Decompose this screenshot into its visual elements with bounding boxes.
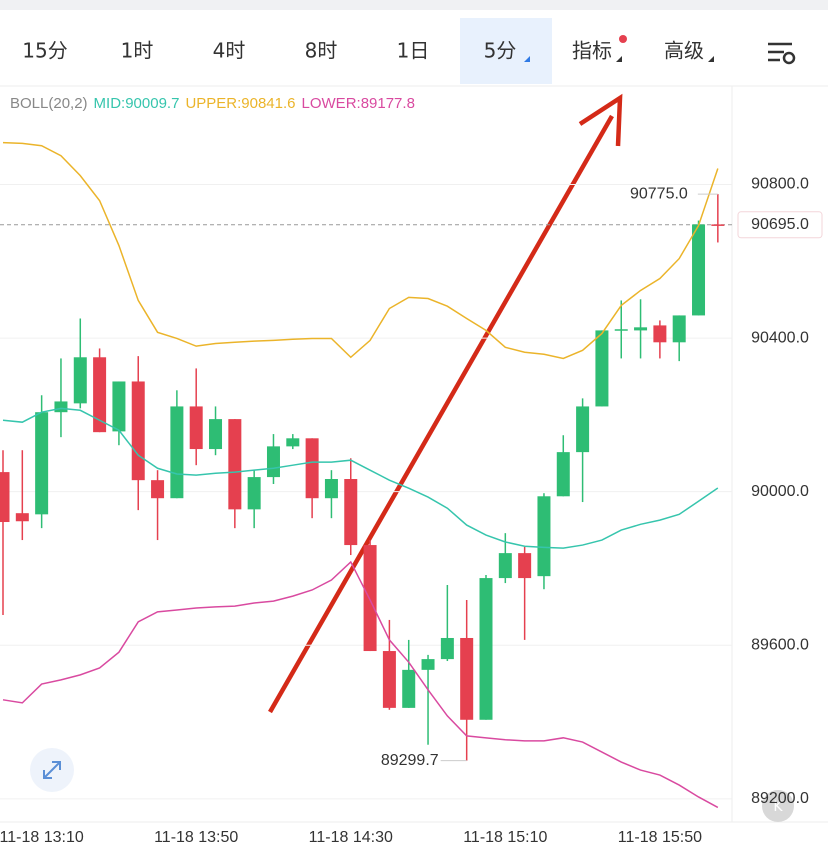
tab[interactable]: 1日 bbox=[397, 39, 430, 63]
last-price-tag bbox=[737, 211, 823, 239]
k-button[interactable]: K bbox=[762, 790, 794, 822]
candle-body bbox=[402, 669, 416, 708]
candle-body bbox=[93, 357, 107, 433]
candle-body bbox=[556, 452, 570, 497]
tab[interactable]: 高级 bbox=[664, 39, 704, 63]
candle-body bbox=[614, 329, 628, 331]
candle-body bbox=[672, 315, 686, 343]
candle-body bbox=[421, 659, 435, 670]
tab[interactable]: 15分 bbox=[22, 39, 67, 63]
candle-body bbox=[73, 357, 87, 404]
trend-arrow-head bbox=[578, 93, 623, 147]
y-tick-label: 89200.0 bbox=[751, 790, 809, 807]
x-tick-label: 11-18 15:10 bbox=[463, 829, 547, 846]
candle-body bbox=[344, 479, 358, 546]
expand-button[interactable] bbox=[30, 748, 74, 792]
legend-indicator: BOLL(20,2) bbox=[10, 95, 88, 112]
candle-body bbox=[460, 637, 474, 720]
candle-body bbox=[15, 513, 29, 522]
candle-body bbox=[440, 637, 454, 660]
candle-body bbox=[286, 438, 300, 447]
high-label: 90775.0 bbox=[630, 185, 688, 202]
candle-body bbox=[576, 406, 590, 453]
candle-body bbox=[363, 545, 377, 652]
candle-body bbox=[653, 325, 667, 343]
settings-icon[interactable] bbox=[768, 42, 796, 65]
boll-line bbox=[2, 560, 719, 809]
legend-entry: MID:90009.7 bbox=[94, 95, 180, 112]
tab-arrow bbox=[616, 56, 622, 62]
y-tick-label: 89600.0 bbox=[751, 636, 809, 653]
tab[interactable]: 4时 bbox=[213, 39, 246, 63]
low-label: 89299.7 bbox=[381, 752, 439, 769]
candle-body bbox=[595, 330, 609, 407]
tab[interactable]: 8时 bbox=[305, 39, 338, 63]
trend-arrow bbox=[268, 114, 614, 714]
boll-line bbox=[2, 141, 719, 360]
legend-entry: LOWER:89177.8 bbox=[302, 95, 415, 112]
candle-body bbox=[35, 412, 49, 515]
y-tick-label: 90800.0 bbox=[751, 176, 809, 193]
candle-body bbox=[305, 438, 319, 499]
tab-arrow bbox=[708, 56, 714, 62]
candle-body bbox=[209, 419, 223, 450]
candle-body bbox=[324, 479, 338, 499]
candle-body bbox=[54, 401, 68, 413]
candle-body bbox=[479, 578, 493, 720]
y-tick-label: 90400.0 bbox=[751, 329, 809, 346]
candle-body bbox=[498, 553, 512, 579]
boll-line bbox=[2, 407, 719, 549]
candle-body bbox=[711, 224, 725, 226]
x-tick-label: 11-18 15:50 bbox=[618, 829, 702, 846]
legend-entry: UPPER:90841.6 bbox=[185, 95, 295, 112]
selected-tab-bg bbox=[460, 18, 552, 84]
candle-body bbox=[634, 327, 648, 331]
candle-body bbox=[131, 381, 145, 481]
x-tick-label: 11-18 14:30 bbox=[309, 829, 393, 846]
candle-body bbox=[189, 406, 203, 450]
candle-body bbox=[0, 472, 10, 523]
y-tick-label: 90000.0 bbox=[751, 483, 809, 500]
last-price-label: 90695.0 bbox=[751, 216, 809, 233]
candle-body bbox=[518, 553, 532, 579]
candle-body bbox=[692, 224, 706, 316]
candle-body bbox=[151, 480, 165, 499]
top-strip bbox=[0, 0, 828, 10]
candle-body bbox=[537, 496, 551, 577]
tab[interactable]: 指标 bbox=[572, 39, 612, 63]
candle-body bbox=[382, 651, 396, 708]
candle-body bbox=[247, 477, 261, 510]
x-tick-label: 11-18 13:10 bbox=[0, 829, 84, 846]
svg-text:K: K bbox=[773, 799, 783, 815]
candle-body bbox=[112, 381, 126, 432]
notice-dot bbox=[619, 35, 627, 43]
candle-body bbox=[170, 406, 184, 499]
candle-body bbox=[266, 446, 280, 478]
tab-arrow bbox=[524, 56, 530, 62]
x-tick-label: 11-18 13:50 bbox=[154, 829, 238, 846]
candle-body bbox=[228, 419, 242, 510]
tab[interactable]: 5分 bbox=[484, 39, 517, 63]
tab[interactable]: 1时 bbox=[121, 39, 154, 63]
